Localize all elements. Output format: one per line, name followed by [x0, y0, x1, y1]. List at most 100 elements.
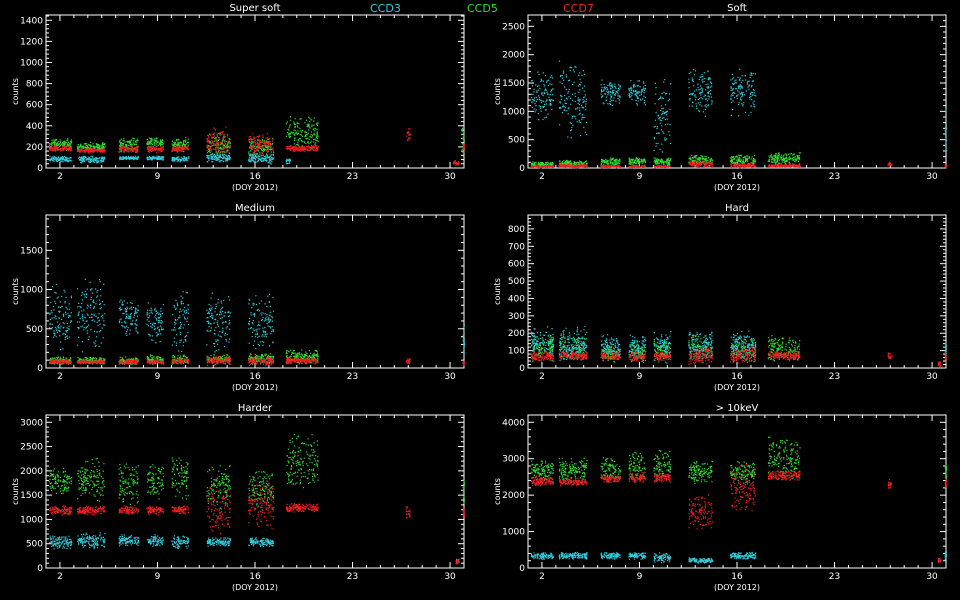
data-point [261, 160, 263, 162]
data-point [184, 141, 186, 143]
data-point [559, 161, 561, 163]
data-point [249, 161, 251, 163]
data-point [252, 142, 254, 144]
data-point [95, 150, 97, 152]
data-point [92, 149, 94, 151]
data-point [207, 134, 209, 136]
data-point [124, 150, 126, 152]
data-point [662, 107, 664, 109]
data-point [643, 160, 645, 162]
data-point [288, 160, 291, 162]
data-point [262, 147, 264, 149]
data-point [788, 157, 790, 159]
data-point [607, 164, 609, 166]
data-point [310, 119, 312, 121]
data-point [607, 163, 609, 165]
data-point [219, 152, 221, 154]
data-point [147, 157, 149, 159]
data-point [216, 144, 218, 146]
data-point [294, 145, 297, 147]
data-point [610, 157, 612, 159]
data-point [654, 119, 657, 121]
data-point [578, 100, 580, 102]
data-point [660, 109, 662, 112]
data-point [730, 86, 732, 88]
data-point [317, 148, 319, 151]
data-point [225, 157, 227, 159]
data-point [257, 142, 259, 144]
data-point [160, 157, 162, 159]
data-point [154, 147, 156, 149]
data-point [542, 162, 544, 164]
data-point [286, 158, 288, 160]
data-point [576, 163, 578, 166]
data-point [615, 163, 617, 166]
data-point [285, 148, 287, 150]
data-point [662, 97, 664, 100]
data-point [578, 91, 580, 94]
data-point [96, 162, 98, 164]
data-point [633, 84, 635, 86]
data-point [562, 163, 564, 166]
data-point [785, 159, 787, 161]
data-point [662, 131, 664, 133]
data-point [732, 87, 734, 90]
data-point [575, 66, 577, 68]
data-point [150, 158, 152, 160]
data-point [559, 166, 561, 168]
data-point [134, 157, 136, 159]
data-point [149, 157, 151, 159]
data-point [750, 91, 753, 93]
data-point [711, 85, 713, 87]
data-point [944, 150, 946, 152]
data-point [707, 91, 709, 93]
data-point [305, 131, 308, 133]
data-point [743, 157, 745, 159]
data-point [688, 161, 690, 163]
data-point [753, 160, 755, 162]
data-point [222, 131, 224, 134]
data-point [629, 163, 632, 165]
data-point [552, 77, 554, 79]
data-point [84, 156, 86, 159]
data-point [552, 163, 554, 165]
data-point [788, 159, 790, 161]
data-point [546, 166, 548, 168]
data-point [150, 140, 153, 142]
data-point [312, 148, 314, 151]
data-point [551, 83, 553, 85]
data-point [66, 139, 68, 141]
data-point [314, 127, 316, 130]
data-point [270, 159, 272, 161]
data-point [737, 103, 740, 106]
data-point [689, 156, 691, 158]
data-point [208, 150, 210, 153]
data-point [207, 144, 209, 147]
data-point [67, 143, 69, 145]
data-point [99, 161, 101, 163]
data-point [147, 144, 149, 146]
data-point [796, 158, 798, 160]
data-point [543, 83, 545, 86]
data-point [297, 139, 299, 141]
data-point [122, 158, 124, 160]
data-point [219, 156, 221, 158]
series-ccd7 [48, 126, 466, 166]
data-point [78, 146, 80, 149]
data-point [579, 99, 581, 101]
data-point [579, 84, 582, 86]
data-point [66, 144, 68, 146]
data-point [131, 146, 133, 148]
data-point [184, 159, 187, 161]
data-point [565, 97, 568, 99]
data-point [747, 80, 749, 83]
data-point [52, 139, 54, 141]
data-point [773, 155, 775, 157]
data-point [601, 96, 603, 98]
data-point [86, 157, 88, 159]
data-point [266, 146, 269, 148]
data-point [266, 146, 268, 148]
data-point [530, 80, 533, 82]
data-point [294, 137, 296, 139]
y-tick-label: 600 [26, 101, 43, 111]
